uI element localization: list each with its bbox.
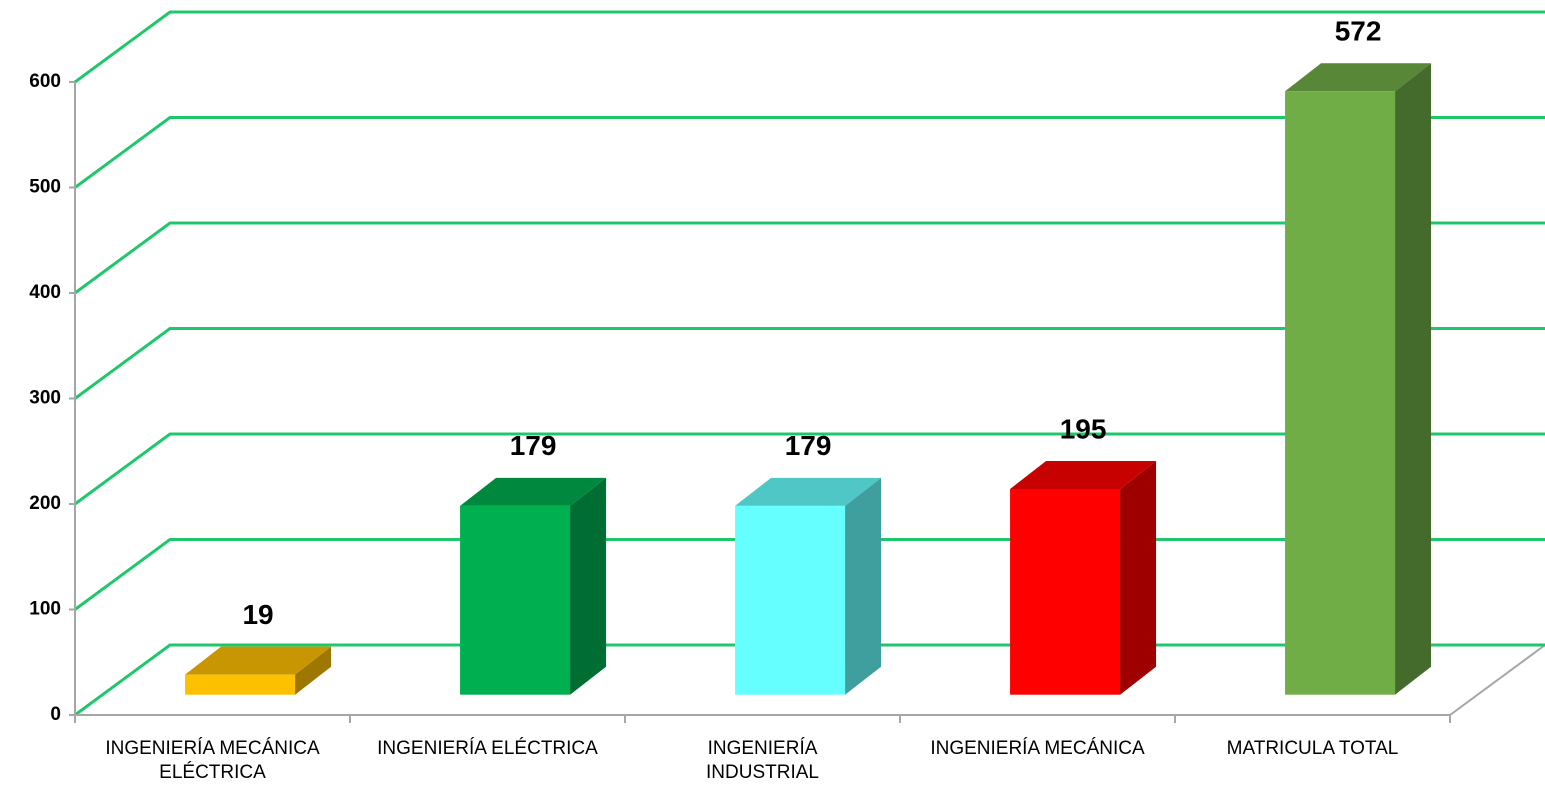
y-tick-label: 200 bbox=[29, 493, 61, 514]
y-tick-label: 600 bbox=[29, 71, 61, 92]
bar-side bbox=[1120, 460, 1157, 695]
grid-line bbox=[74, 432, 1545, 506]
bar-side bbox=[1395, 63, 1432, 695]
y-tick-label: 300 bbox=[29, 388, 61, 409]
x-tick-label: INGENIERÍA MECÁNICA bbox=[930, 738, 1145, 759]
x-tick-label: INGENIERÍA MECÁNICA ELÉCTRICA bbox=[105, 738, 320, 783]
bar-top bbox=[1285, 63, 1432, 92]
x-tick-label: MATRICULA TOTAL bbox=[1226, 738, 1399, 759]
bar-side bbox=[295, 646, 332, 695]
y-tick-label: 0 bbox=[50, 704, 61, 725]
value-label: 195 bbox=[1060, 413, 1107, 444]
bar-top bbox=[185, 646, 332, 675]
bar bbox=[460, 505, 571, 695]
bar-side bbox=[845, 477, 882, 695]
x-tick-label: INGENIERÍA INDUSTRIAL bbox=[706, 738, 819, 783]
grid-line bbox=[74, 221, 1545, 295]
grid-line bbox=[74, 327, 1545, 400]
grid-line bbox=[74, 10, 1545, 84]
value-label: 572 bbox=[1335, 16, 1382, 47]
value-label: 179 bbox=[510, 430, 557, 461]
y-tick-label: 100 bbox=[29, 599, 61, 620]
bar bbox=[1285, 91, 1396, 695]
y-tick-label: 400 bbox=[29, 282, 61, 303]
x-tick-label: INGENIERÍA ELÉCTRICA bbox=[377, 738, 598, 759]
bar-top bbox=[1010, 460, 1157, 489]
value-label: 19 bbox=[242, 599, 273, 630]
y-tick-label: 500 bbox=[29, 177, 61, 198]
bar-top bbox=[460, 477, 607, 506]
bar bbox=[185, 674, 296, 695]
bar-side bbox=[570, 477, 607, 695]
grid-line bbox=[74, 116, 1545, 189]
bar bbox=[1010, 488, 1121, 695]
bar-top bbox=[735, 477, 882, 506]
value-label: 179 bbox=[785, 430, 832, 461]
bar bbox=[735, 505, 846, 695]
